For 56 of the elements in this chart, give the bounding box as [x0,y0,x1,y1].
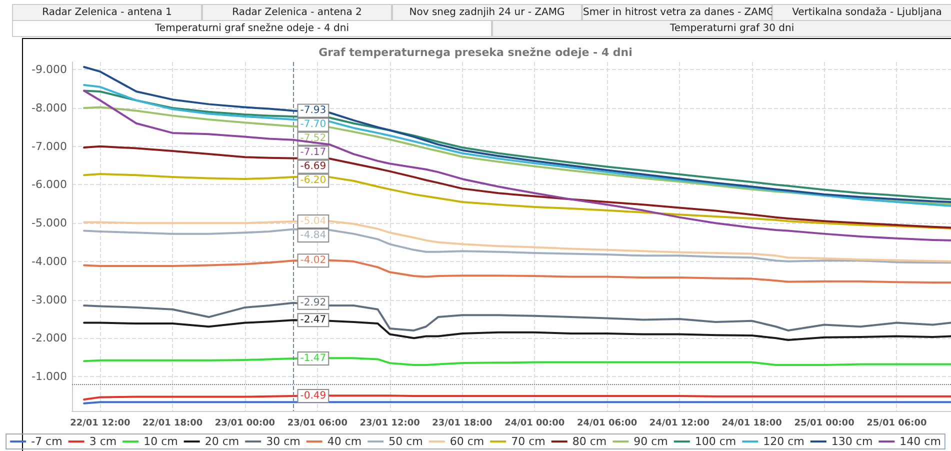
x-tick-label: 23/01 00:00 [214,418,276,428]
data-label: -2.47 [300,314,326,326]
y-tick-label: -2.000 [32,332,67,345]
legend-label: 70 cm [511,435,546,448]
chart-title: Graf temperaturnega preseka snežne odeje - 4 dni [318,46,632,59]
y-tick-label: -5.000 [32,216,67,230]
data-label: -4.02 [300,255,326,266]
y-tick-label: -9.000 [32,63,67,76]
x-tick-label: 25/01 06:00 [866,418,927,428]
x-tick-label: 23/01 18:00 [432,418,492,428]
legend-label: -7 cm [31,435,62,448]
x-tick-label: 23/01 12:00 [360,418,420,428]
data-label: -6.20 [300,175,326,186]
legend-label: 3 cm [89,435,117,448]
text: Vertikalna sondaža - Ljubljana [792,7,942,18]
y-tick-label: -7.000 [32,140,67,153]
legend-label: 80 cm [572,435,607,448]
y-tick-label: -4.000 [32,254,67,268]
legend-label: 100 cm [694,435,736,448]
y-tick-label: -6.000 [32,178,67,192]
legend-label: 20 cm [204,435,240,448]
data-label: -2.92 [300,297,326,308]
legend-label: 30 cm [266,435,300,448]
text: Radar Zelenica - antena 1 [12,4,202,21]
x-tick-label: 24/01 06:00 [576,418,638,428]
data-label: -7.70 [300,119,326,130]
text: Temperaturni graf snežne odeje - 4 dni [12,20,492,37]
legend-label: 140 cm [900,435,941,448]
legend-label: 40 cm [327,435,362,448]
legend-label: 10 cm [144,435,178,448]
y-tick-label: -1.000 [32,370,67,383]
text: Nov sneg zadnjih 24 ur - ZAMG [392,4,582,21]
text: Radar Zelenica - antena 2 [202,4,392,21]
x-tick-label: 22/01 12:00 [70,418,130,428]
data-label: -7.52 [300,133,326,144]
data-label: -1.47 [300,352,326,364]
text: Temperaturni graf 30 dni [492,20,951,37]
x-tick-label: 24/01 18:00 [722,418,782,428]
x-tick-label: 22/01 18:00 [142,418,203,428]
x-tick-label: 24/01 12:00 [649,418,710,428]
data-label: -7.93 [300,105,326,116]
legend-label: 50 cm [388,435,423,448]
legend-label: 130 cm [831,435,873,448]
legend-label: 60 cm [450,435,484,448]
data-label: -0.49 [300,390,326,402]
legend-label: 90 cm [634,435,668,448]
x-tick-label: 24/01 00:00 [504,418,565,428]
data-label: -5.04 [300,216,326,228]
data-label: -6.69 [300,161,326,172]
data-label: -4.84 [300,230,326,242]
x-tick-label: 23/01 06:00 [287,418,348,428]
y-tick-label: -8.000 [32,102,67,115]
legend-label: 120 cm [763,435,804,448]
data-label: -7.17 [300,147,326,158]
y-tick-label: -3.000 [32,293,67,306]
x-tick-label: 25/01 00:00 [794,418,854,428]
